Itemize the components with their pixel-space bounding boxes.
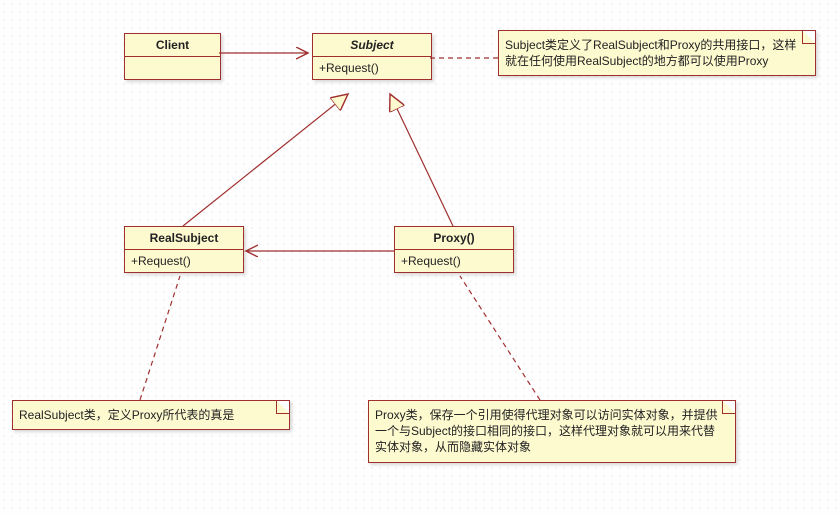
class-members <box>125 57 220 79</box>
class-proxy: Proxy() +Request() <box>394 226 514 273</box>
note-subject: Subject类定义了RealSubject和Proxy的共用接口，这样就在任何… <box>498 30 816 76</box>
edge-note-realsubject <box>140 276 180 400</box>
note-text: RealSubject类，定义Proxy所代表的真是 <box>19 408 234 422</box>
class-client: Client <box>124 33 221 80</box>
class-member: +Request() <box>395 250 513 272</box>
class-member: +Request() <box>313 57 431 79</box>
class-title: Proxy() <box>395 227 513 250</box>
class-realsubject: RealSubject +Request() <box>124 226 244 273</box>
class-subject: Subject +Request() <box>312 33 432 80</box>
note-proxy: Proxy类，保存一个引用使得代理对象可以访问实体对象，并提供一个与Subjec… <box>368 400 736 463</box>
class-member: +Request() <box>125 250 243 272</box>
class-title: RealSubject <box>125 227 243 250</box>
class-title: Client <box>125 34 220 57</box>
note-text: Proxy类，保存一个引用使得代理对象可以访问实体对象，并提供一个与Subjec… <box>375 408 718 454</box>
edge-realsubject-subject <box>183 94 348 226</box>
edge-proxy-subject <box>390 94 453 226</box>
note-realsubject: RealSubject类，定义Proxy所代表的真是 <box>12 400 290 430</box>
note-text: Subject类定义了RealSubject和Proxy的共用接口，这样就在任何… <box>505 38 796 68</box>
class-title: Subject <box>313 34 431 57</box>
edge-note-proxy <box>460 276 540 400</box>
